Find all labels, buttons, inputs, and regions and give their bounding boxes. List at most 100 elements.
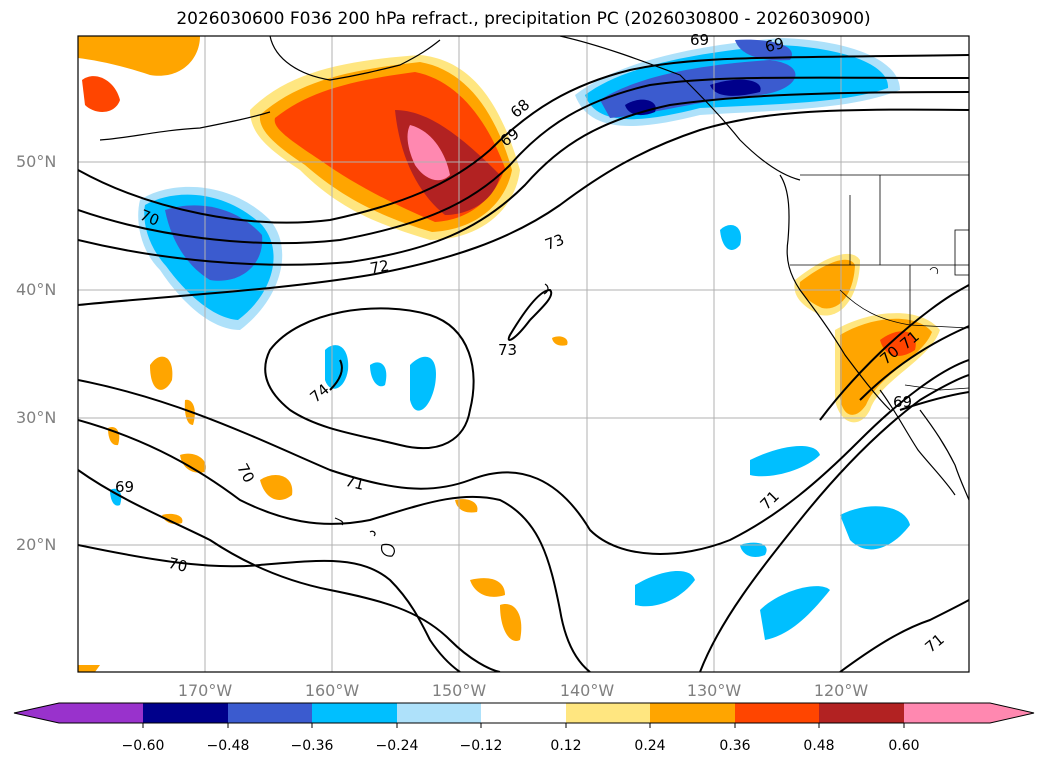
border-state	[839, 289, 911, 326]
contour-label: 70	[233, 460, 258, 485]
precip-blob-positive	[78, 36, 200, 76]
contour-label: 73	[543, 230, 567, 253]
colorbar-segment	[228, 703, 312, 723]
precip-blob-positive	[500, 604, 522, 641]
colorbar-segment	[566, 703, 650, 723]
colorbar	[13, 702, 1035, 728]
lon-label: 160°W	[304, 681, 360, 700]
lon-label: 130°W	[686, 681, 742, 700]
precip-blob-positive	[162, 513, 183, 525]
contour-label: 71	[343, 472, 366, 494]
lon-label: 150°W	[431, 681, 487, 700]
inland-water	[929, 267, 939, 275]
colorbar-tick-label: −0.60	[121, 738, 165, 754]
colorbar-extend-low	[14, 703, 143, 723]
refractivity-contours	[78, 54, 969, 672]
colorbar-segment	[819, 703, 904, 723]
contour-line	[78, 91, 969, 266]
colorbar-tick-label: −0.24	[375, 738, 419, 754]
contour-line	[78, 76, 969, 245]
contour-label: 68	[507, 96, 533, 122]
colorbar-segment	[312, 703, 397, 723]
lat-label: 20°N	[16, 535, 57, 554]
contour-line	[699, 374, 969, 672]
precip-blob-positive	[260, 475, 293, 500]
colorbar-segment	[650, 703, 735, 723]
precip-blob-positive	[78, 665, 100, 672]
contour-line	[859, 325, 969, 401]
contour-label: 72	[369, 257, 391, 278]
precip-blob-negative	[750, 445, 820, 477]
precip-blob-positive	[180, 453, 206, 473]
colorbar-tick-label: −0.48	[206, 738, 250, 754]
coastline-alaska	[269, 36, 441, 81]
colorbar-outline	[13, 702, 1035, 724]
colorbar-tick-label: 0.24	[634, 738, 666, 754]
contour-line	[329, 359, 343, 391]
colorbar-tick-label: 0.48	[803, 738, 835, 754]
precip-anomaly-shading	[78, 36, 940, 672]
contour-label: 69	[893, 393, 912, 411]
contour-line	[78, 359, 969, 555]
map-title: 2026030600 F036 200 hPa refract., precip…	[176, 9, 871, 29]
contour-line	[264, 307, 475, 450]
contour-line	[78, 419, 591, 672]
colorbar-tick-label: −0.36	[290, 738, 334, 754]
precip-blob-positive	[407, 125, 450, 181]
precip-blob-negative	[410, 356, 436, 411]
contour-line	[507, 288, 553, 341]
border-us-mexico	[904, 384, 969, 391]
lat-label: 50°N	[16, 152, 57, 171]
contour-line	[839, 599, 969, 672]
colorbar-ticks	[142, 723, 905, 728]
colorbar-segment	[143, 703, 228, 723]
colorbar-segment	[735, 703, 819, 723]
precip-blob-negative	[760, 586, 830, 640]
contour-line	[78, 108, 969, 306]
lon-label: 170°W	[177, 681, 233, 700]
contour-label: 69	[690, 31, 709, 49]
lon-label: 120°W	[813, 681, 869, 700]
grid-lines	[78, 36, 969, 672]
precip-blob-negative	[735, 39, 792, 61]
precip-blob-positive	[150, 356, 173, 390]
precip-blob-negative	[635, 570, 695, 607]
contour-label: 73	[498, 341, 517, 359]
coastline-aleutians	[99, 111, 271, 141]
precip-blob-negative	[710, 79, 761, 96]
colorbar-tick-label: −0.12	[459, 738, 503, 754]
contour-label: 71	[922, 630, 948, 656]
lat-label: 30°N	[16, 408, 57, 427]
contour-label: 69	[115, 478, 134, 496]
precip-blob-positive	[82, 76, 120, 112]
precip-blob-positive	[455, 499, 478, 513]
coastline-baja	[879, 389, 956, 496]
precip-blob-positive	[880, 331, 916, 356]
lon-label: 140°W	[559, 681, 615, 700]
precip-blob-negative	[325, 345, 349, 389]
contour-line	[78, 544, 461, 672]
precip-blob-negative	[840, 506, 910, 550]
precip-blob-positive	[552, 336, 568, 346]
colorbar-tick-label: 0.36	[719, 738, 751, 754]
coastline-se-alaska	[559, 36, 801, 181]
colorbar-extend-high	[904, 703, 1034, 723]
contour-label: 69	[763, 34, 786, 56]
border-state	[954, 229, 969, 276]
precip-blob-positive	[470, 578, 505, 597]
lat-label: 40°N	[16, 280, 57, 299]
precip-blob-negative	[720, 225, 741, 250]
contour-label: 70	[137, 206, 161, 230]
map-frame	[77, 35, 970, 673]
precip-blob-negative	[740, 542, 767, 557]
precip-blob-negative	[165, 205, 263, 281]
contour-line	[899, 391, 969, 411]
contour-label-group: 68 69 69 69 70 70 70 70 71 71 71 71 72 7…	[115, 31, 948, 656]
contour-line	[78, 54, 969, 224]
colorbar-tick-label: 0.60	[888, 738, 920, 754]
contour-line	[819, 284, 969, 421]
colorbar-segment	[481, 703, 566, 723]
colorbar-tick-label: 0.12	[550, 738, 582, 754]
contour-line	[78, 469, 501, 672]
